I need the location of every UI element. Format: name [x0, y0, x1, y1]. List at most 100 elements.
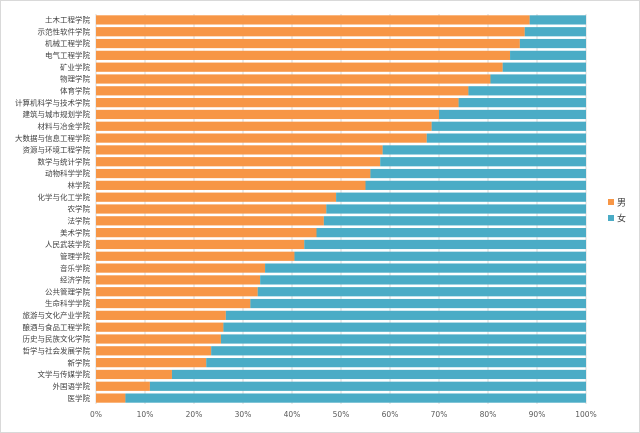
bar-female — [250, 298, 586, 309]
legend-swatch-female — [608, 215, 614, 221]
category-label: 机械工程学院 — [45, 38, 90, 48]
bar-male — [96, 275, 261, 285]
bar-female — [149, 381, 586, 391]
bar-female — [304, 239, 586, 250]
bar-male — [96, 322, 224, 332]
bar-female — [365, 180, 586, 190]
bar-male — [96, 263, 266, 273]
legend-swatch-male — [608, 199, 614, 205]
bar-female — [519, 38, 586, 49]
bars — [96, 15, 587, 403]
bar-female — [220, 334, 586, 344]
category-label: 文学与传媒学院 — [38, 369, 91, 379]
category-label: 法学院 — [68, 216, 91, 226]
category-label: 矿业学院 — [60, 62, 90, 72]
bar-female — [326, 204, 586, 214]
bar-female — [257, 287, 586, 297]
category-label: 公共管理学院 — [45, 286, 90, 296]
category-label: 人民武装学院 — [45, 239, 90, 249]
bar-female — [468, 86, 586, 96]
category-label: 建筑与城市规划学院 — [23, 109, 91, 119]
bar-female — [260, 275, 586, 285]
category-label: 物理学院 — [60, 74, 90, 84]
bar-female — [510, 50, 586, 60]
bar-female — [223, 322, 586, 332]
category-label: 经济学院 — [60, 275, 90, 285]
x-tick-label: 90% — [529, 410, 546, 419]
bar-male — [96, 145, 383, 155]
bar-male — [96, 86, 469, 96]
category-labels: 土木工程学院示范性软件学院机械工程学院电气工程学院矿业学院物理学院体育学院计算机… — [15, 15, 90, 403]
bar-male — [96, 15, 530, 25]
legend-label-female: 女 — [617, 213, 626, 225]
bar-male — [96, 204, 327, 214]
category-label: 医学院 — [68, 393, 91, 403]
bar-female — [370, 168, 586, 179]
legend-label-male: 男 — [617, 198, 626, 209]
bar-male — [96, 121, 432, 131]
x-tick-label: 100% — [575, 410, 596, 419]
bar-male — [96, 334, 221, 344]
category-label: 管理学院 — [60, 251, 90, 261]
bar-female — [294, 251, 586, 261]
category-label: 数学与统计学院 — [38, 156, 91, 166]
bar-female — [211, 346, 586, 356]
category-label: 音乐学院 — [60, 263, 90, 273]
category-label: 计算机科学与技术学院 — [15, 97, 90, 107]
category-label: 林学院 — [68, 180, 91, 190]
bar-male — [96, 38, 520, 49]
bar-male — [96, 381, 150, 391]
bar-male — [96, 393, 126, 403]
x-axis-tick-labels: 0% 10% 20% 30% 40% 50% 60% 70% 80% 90% 100% — [90, 410, 597, 419]
x-tick-label: 80% — [480, 410, 497, 419]
x-tick-label: 70% — [431, 410, 448, 419]
category-label: 旅游与文化产业学院 — [23, 310, 91, 320]
category-label: 历史与民族文化学院 — [23, 334, 91, 344]
x-tick-label: 50% — [333, 410, 350, 419]
bar-male — [96, 310, 226, 320]
bar-male — [96, 109, 439, 120]
x-tick-label: 0% — [90, 410, 102, 419]
bar-female — [265, 263, 586, 273]
bar-female — [171, 369, 586, 380]
category-label: 外国语学院 — [53, 381, 91, 391]
bar-female — [380, 157, 586, 167]
bar-male — [96, 369, 172, 380]
bar-male — [96, 287, 258, 297]
category-label: 酿酒与食品工程学院 — [23, 322, 91, 332]
bar-male — [96, 74, 491, 84]
bar-female — [323, 216, 586, 226]
x-tick-label: 30% — [235, 410, 252, 419]
category-label: 资源与环境工程学院 — [23, 145, 91, 155]
bar-female — [458, 98, 586, 108]
bar-male — [96, 62, 503, 72]
bar-female — [206, 358, 586, 368]
category-label: 电气工程学院 — [45, 50, 90, 60]
bar-male — [96, 298, 251, 309]
bar-male — [96, 27, 525, 37]
bar-female — [431, 121, 586, 131]
category-label: 新学院 — [68, 357, 91, 367]
category-label: 化学与化工学院 — [38, 192, 91, 202]
bar-female — [225, 310, 586, 320]
bar-male — [96, 239, 305, 250]
category-label: 美术学院 — [60, 227, 90, 237]
x-tick-label: 40% — [284, 410, 301, 419]
category-label: 大数据与信息工程学院 — [15, 133, 90, 143]
bar-female — [336, 192, 586, 202]
bar-male — [96, 358, 207, 368]
category-label: 生命科学学院 — [45, 298, 90, 308]
bar-male — [96, 168, 371, 179]
bar-female — [125, 393, 587, 403]
category-label: 动物科学学院 — [45, 168, 90, 178]
bar-female — [529, 15, 586, 25]
bar-male — [96, 98, 459, 108]
bar-female — [490, 74, 586, 84]
bar-female — [426, 133, 586, 143]
category-label: 体育学院 — [60, 86, 90, 96]
bar-male — [96, 228, 317, 238]
bar-male — [96, 157, 381, 167]
x-tick-label: 10% — [137, 410, 154, 419]
category-label: 材料与冶金学院 — [38, 121, 91, 131]
